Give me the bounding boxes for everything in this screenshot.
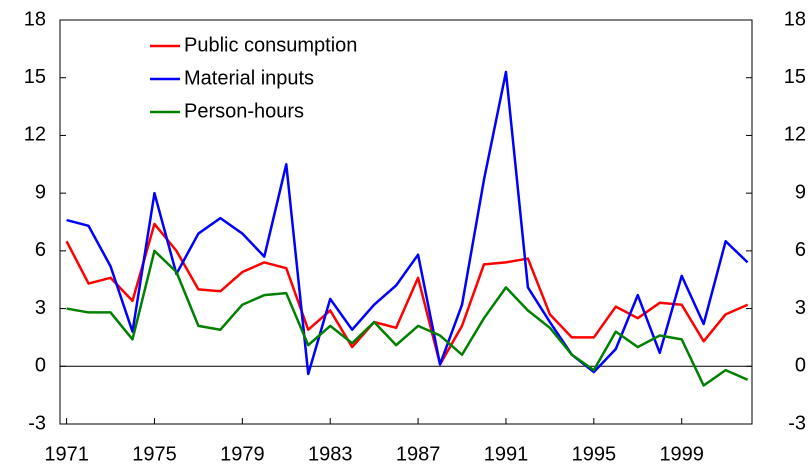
y2-tick-label: 9: [795, 181, 806, 203]
y2-tick-label: 18: [784, 8, 806, 30]
y2-tick-label: 15: [784, 66, 806, 88]
legend-label: Person-hours: [184, 100, 304, 122]
y2-tick-label: 3: [795, 297, 806, 319]
legend-label: Material inputs: [184, 67, 314, 89]
y-tick-label: 9: [35, 181, 46, 203]
y-tick-label: 3: [35, 297, 46, 319]
series-line: [66, 70, 749, 376]
y-tick-label: 15: [24, 66, 46, 88]
x-tick-label: 1987: [396, 443, 441, 465]
y-tick-label: 0: [35, 355, 46, 377]
x-tick-label: 1999: [659, 443, 704, 465]
y2-tick-label: 6: [795, 239, 806, 261]
series-line: [65, 222, 749, 366]
y2-tick-label: 12: [784, 124, 806, 146]
legend-label: Public consumption: [184, 34, 357, 56]
x-tick-label: 1979: [220, 443, 265, 465]
y-tick-label: 18: [24, 8, 46, 30]
y-tick-label: 12: [24, 124, 46, 146]
y2-tick-label: -3: [788, 412, 806, 434]
x-tick-label: 1971: [44, 443, 89, 465]
x-tick-label: 1975: [132, 443, 177, 465]
y-tick-label: -3: [28, 412, 46, 434]
x-tick-label: 1995: [572, 443, 617, 465]
x-tick-label: 1983: [308, 443, 353, 465]
y-tick-label: 6: [35, 239, 46, 261]
y2-tick-label: 0: [795, 355, 806, 377]
series-line: [66, 249, 749, 387]
plot-frame: [59, 19, 753, 425]
x-tick-label: 1991: [484, 443, 529, 465]
